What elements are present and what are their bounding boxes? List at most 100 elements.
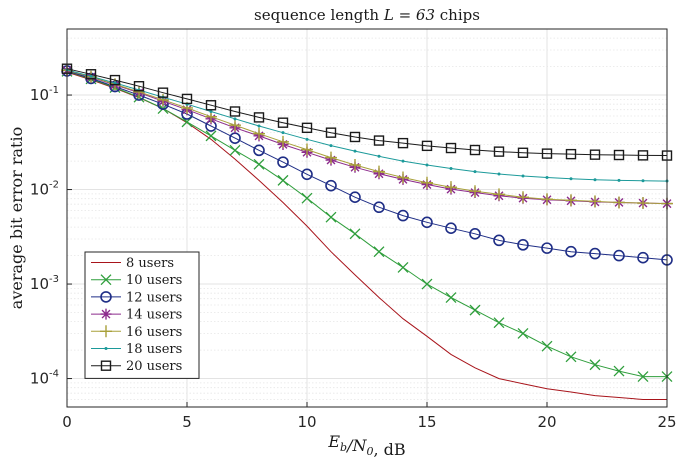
data-point <box>205 100 217 111</box>
data-point <box>277 174 289 186</box>
data-point <box>517 147 529 158</box>
data-point <box>493 146 505 157</box>
data-point <box>517 239 529 251</box>
x-tick-label: 20 <box>537 413 556 431</box>
legend-label: 12 users <box>126 290 182 305</box>
data-point <box>493 188 505 201</box>
data-point <box>641 179 645 183</box>
data-point <box>517 191 529 204</box>
legend-label: 20 users <box>126 359 182 374</box>
legend-label: 16 users <box>126 325 182 340</box>
y-tick-label: 10-1 <box>30 85 59 104</box>
data-point <box>469 304 481 316</box>
data-point <box>589 247 601 260</box>
legend-marker <box>104 347 108 350</box>
series-12-users <box>61 65 673 266</box>
legend-label: 10 users <box>126 273 182 288</box>
data-point <box>281 131 285 135</box>
data-point <box>445 292 457 303</box>
data-point <box>541 148 553 159</box>
data-point <box>89 74 93 78</box>
x-tick-label: 10 <box>297 413 316 431</box>
data-point <box>637 150 649 161</box>
data-point <box>253 112 265 123</box>
data-point <box>565 245 577 258</box>
data-point <box>613 149 625 161</box>
chart-title: sequence length L = 63 chips <box>254 6 480 24</box>
data-point <box>545 176 549 180</box>
data-point <box>421 216 433 229</box>
data-point <box>541 193 553 206</box>
data-point <box>373 165 385 178</box>
data-point <box>613 196 625 209</box>
x-tick-label: 0 <box>62 413 72 431</box>
data-point <box>541 340 553 352</box>
data-point <box>229 144 241 156</box>
legend-marker <box>100 308 112 320</box>
data-point <box>253 127 265 140</box>
data-point <box>133 85 145 98</box>
data-point <box>397 171 409 184</box>
legend-label: 14 users <box>126 308 182 323</box>
data-point <box>133 81 145 92</box>
data-point <box>329 144 333 148</box>
x-tick-label: 5 <box>182 413 192 431</box>
data-point <box>421 278 433 290</box>
data-point <box>373 201 385 214</box>
data-point <box>277 117 289 128</box>
y-tick-label: 10-2 <box>30 180 59 199</box>
data-point <box>565 148 577 160</box>
data-point <box>85 69 97 80</box>
data-point <box>493 317 505 329</box>
data-point <box>253 158 265 170</box>
data-point <box>613 365 625 377</box>
series-18-users <box>65 68 669 183</box>
legend-marker <box>100 360 112 371</box>
data-point <box>565 351 577 363</box>
data-point <box>325 179 337 192</box>
data-point <box>305 137 309 141</box>
data-point <box>397 209 409 222</box>
data-point <box>373 246 385 258</box>
data-point <box>517 328 529 339</box>
series-20-users <box>61 63 673 161</box>
data-point <box>593 178 597 182</box>
data-point <box>181 93 193 105</box>
data-point <box>301 122 313 134</box>
data-point <box>421 140 433 152</box>
data-point <box>493 234 505 247</box>
data-point <box>617 178 621 182</box>
x-tick-label: 25 <box>657 413 676 431</box>
legend-marker <box>100 291 112 303</box>
data-point <box>205 130 217 142</box>
data-point <box>257 124 261 128</box>
data-point <box>637 197 649 210</box>
data-point <box>521 174 525 178</box>
legend-marker <box>100 325 112 338</box>
data-point <box>425 163 429 167</box>
legend-label: 8 users <box>126 256 174 271</box>
data-point <box>325 151 337 164</box>
data-point <box>469 185 481 198</box>
data-point <box>301 168 313 181</box>
data-point <box>325 211 337 223</box>
data-point <box>497 172 501 176</box>
data-point <box>325 127 337 138</box>
data-point <box>233 117 237 121</box>
data-point <box>445 222 457 234</box>
x-axis-label: Eb/N0, dB <box>327 432 405 457</box>
data-point <box>229 106 241 117</box>
data-point <box>445 142 457 154</box>
data-point <box>589 359 601 371</box>
data-point <box>353 149 357 153</box>
data-point <box>253 144 265 157</box>
data-point <box>109 74 121 86</box>
x-tick-label: 15 <box>417 413 436 431</box>
y-tick-label: 10-4 <box>30 369 59 388</box>
y-tick-label: 10-3 <box>30 274 59 293</box>
y-axis-label: average bit error ratio <box>7 127 26 309</box>
data-point <box>301 192 313 204</box>
data-point <box>377 154 381 158</box>
data-point <box>469 228 481 240</box>
